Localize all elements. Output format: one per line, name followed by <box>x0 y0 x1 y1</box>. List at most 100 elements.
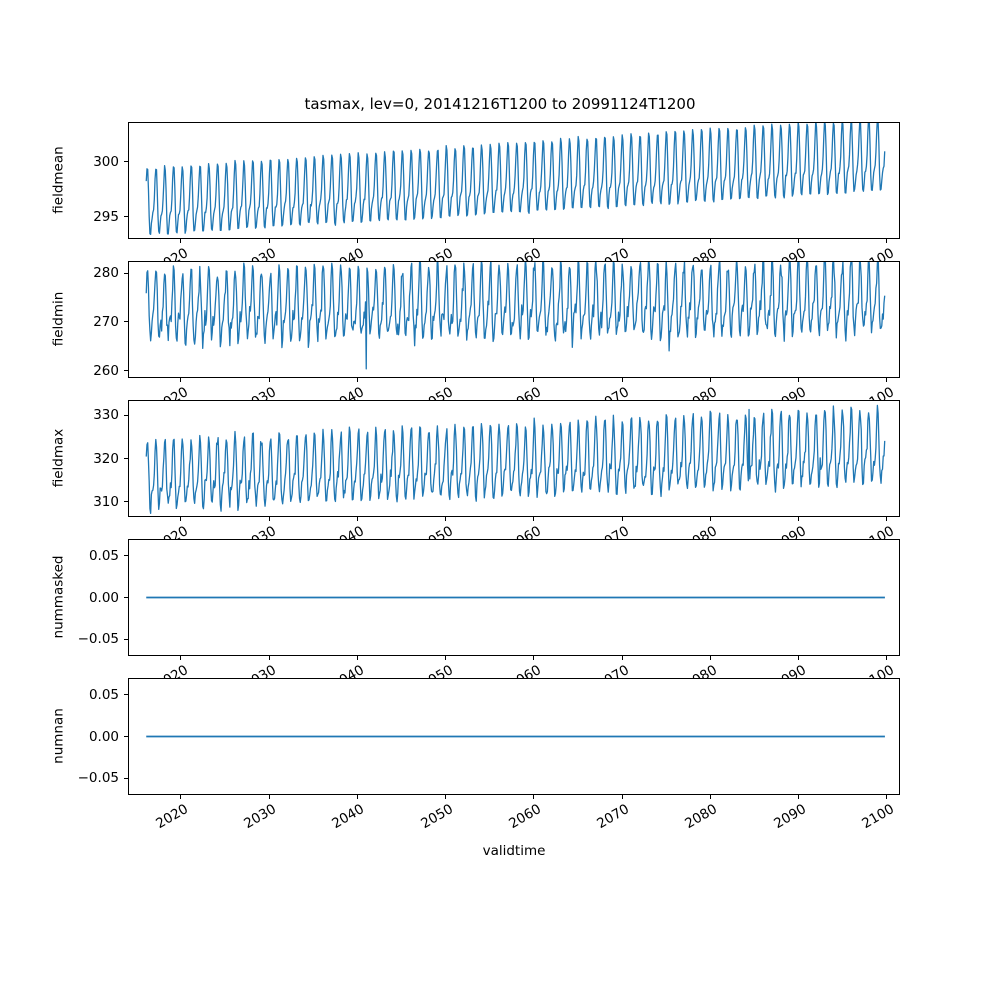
x-tick-label: 2080 <box>682 245 721 261</box>
x-tick-mark <box>356 795 358 799</box>
y-tick-label: 0.00 <box>88 589 119 606</box>
x-tick-label: 2090 <box>770 384 809 400</box>
x-tick-mark <box>180 656 182 660</box>
x-tick-mark <box>797 517 800 521</box>
y-tick-mark <box>124 735 128 738</box>
x-tick-layer: 2020 2030 2040 2050 2060 2070 2080 2090 2100 <box>0 656 1000 678</box>
plot-panel-fieldmin <box>128 261 900 378</box>
x-tick-label: 2090 <box>770 662 809 678</box>
x-tick-label: 2030 <box>241 523 280 539</box>
plot-area-nummasked <box>129 540 899 655</box>
x-tick-mark <box>268 656 270 660</box>
y-tick-mark <box>124 501 128 503</box>
y-tick-label: 270 <box>93 313 119 330</box>
y-tick-mark <box>124 272 128 274</box>
x-tick-label: 2080 <box>682 523 721 539</box>
x-tick-label: 2050 <box>417 801 456 833</box>
x-tick-label: 2050 <box>417 662 456 678</box>
x-tick-label: 2100 <box>859 245 897 261</box>
x-tick-label: 2040 <box>329 801 368 833</box>
x-tick-label: 2030 <box>241 245 280 261</box>
y-tick-mark <box>124 638 128 640</box>
plot-area-numnan <box>129 679 899 794</box>
x-tick-mark <box>709 656 711 660</box>
y-tick-label: −0.05 <box>77 770 119 787</box>
plot-panel-fieldmean <box>128 122 900 239</box>
x-tick-label: 2050 <box>417 245 456 261</box>
x-tick-mark <box>709 378 711 382</box>
x-tick-label: 2090 <box>770 801 809 833</box>
x-tick-mark <box>797 795 800 799</box>
y-axis-label-fieldmax: fieldmax <box>50 428 66 487</box>
x-tick-label: 2100 <box>859 662 897 678</box>
y-axis-label-nummasked: nummasked <box>50 555 66 638</box>
x-tick-mark <box>709 239 711 243</box>
plot-panel-fieldmax <box>128 400 900 517</box>
x-tick-mark <box>268 378 270 382</box>
x-tick-label: 2050 <box>417 523 456 539</box>
y-tick-label: 0.00 <box>88 728 119 745</box>
x-tick-mark <box>180 378 182 382</box>
x-tick-label: 2070 <box>594 245 633 261</box>
x-tick-layer: 2020 2030 2040 2050 2060 2070 2080 2090 2100 <box>0 517 1000 539</box>
y-axis-label-fieldmin: fieldmin <box>50 291 66 346</box>
plot-area-fieldmax <box>129 401 899 516</box>
x-tick-label: 2070 <box>594 384 633 400</box>
x-tick-mark <box>621 378 623 382</box>
x-tick-mark <box>709 795 711 799</box>
x-tick-mark <box>356 656 358 660</box>
y-tick-mark <box>124 555 128 557</box>
y-tick-label: 0.05 <box>88 686 119 703</box>
x-tick-mark <box>797 239 800 243</box>
figure-title: tasmax, lev=0, 20141216T1200 to 20991124… <box>304 95 696 113</box>
y-tick-mark <box>124 596 128 599</box>
x-tick-mark <box>268 239 270 243</box>
y-axis-label-numnan: numnan <box>50 707 66 764</box>
x-tick-mark <box>533 239 535 243</box>
plot-area-fieldmin <box>129 262 899 377</box>
x-tick-label: 2060 <box>506 801 544 833</box>
x-tick-label: 2080 <box>682 662 721 678</box>
x-tick-label: 2090 <box>770 523 809 539</box>
y-tick-mark <box>124 321 128 323</box>
x-tick-layer: 2020 2030 2040 2050 2060 2070 2080 2090 2100 <box>0 378 1000 400</box>
x-tick-mark <box>797 656 800 660</box>
x-tick-mark <box>621 795 623 799</box>
x-tick-label: 2020 <box>153 801 191 833</box>
y-tick-mark <box>124 370 128 372</box>
x-tick-mark <box>709 517 711 521</box>
x-tick-label: 2040 <box>329 662 368 678</box>
y-tick-mark <box>124 777 128 779</box>
x-tick-label: 2100 <box>859 523 897 539</box>
x-tick-label: 2070 <box>594 662 633 678</box>
x-tick-mark <box>621 656 623 660</box>
x-tick-label: 2040 <box>329 245 368 261</box>
data-line-fieldmin <box>146 262 884 369</box>
x-tick-mark <box>886 656 888 660</box>
x-tick-mark <box>445 795 447 799</box>
x-tick-label: 2020 <box>153 523 191 539</box>
x-tick-label: 2100 <box>859 801 897 833</box>
y-tick-label: −0.05 <box>77 631 119 648</box>
y-tick-mark <box>124 457 128 460</box>
x-tick-mark <box>886 795 888 799</box>
x-tick-label: 2030 <box>241 801 280 833</box>
x-tick-mark <box>268 795 270 799</box>
x-tick-mark <box>445 378 447 382</box>
x-tick-mark <box>886 378 888 382</box>
x-tick-mark <box>621 517 623 521</box>
x-tick-label: 2100 <box>859 384 897 400</box>
x-tick-label: 2060 <box>506 662 544 678</box>
x-tick-mark <box>445 656 447 660</box>
x-tick-mark <box>445 239 447 243</box>
plot-area-fieldmean <box>129 123 899 238</box>
y-axis-label-fieldmean: fieldmean <box>50 145 66 214</box>
x-tick-label: 2030 <box>241 384 280 400</box>
plot-panel-numnan <box>128 678 900 795</box>
x-tick-label: 2060 <box>506 384 544 400</box>
y-tick-label: 0.05 <box>88 547 119 564</box>
x-tick-mark <box>797 378 800 382</box>
x-tick-mark <box>180 239 182 243</box>
x-tick-mark <box>533 795 535 799</box>
